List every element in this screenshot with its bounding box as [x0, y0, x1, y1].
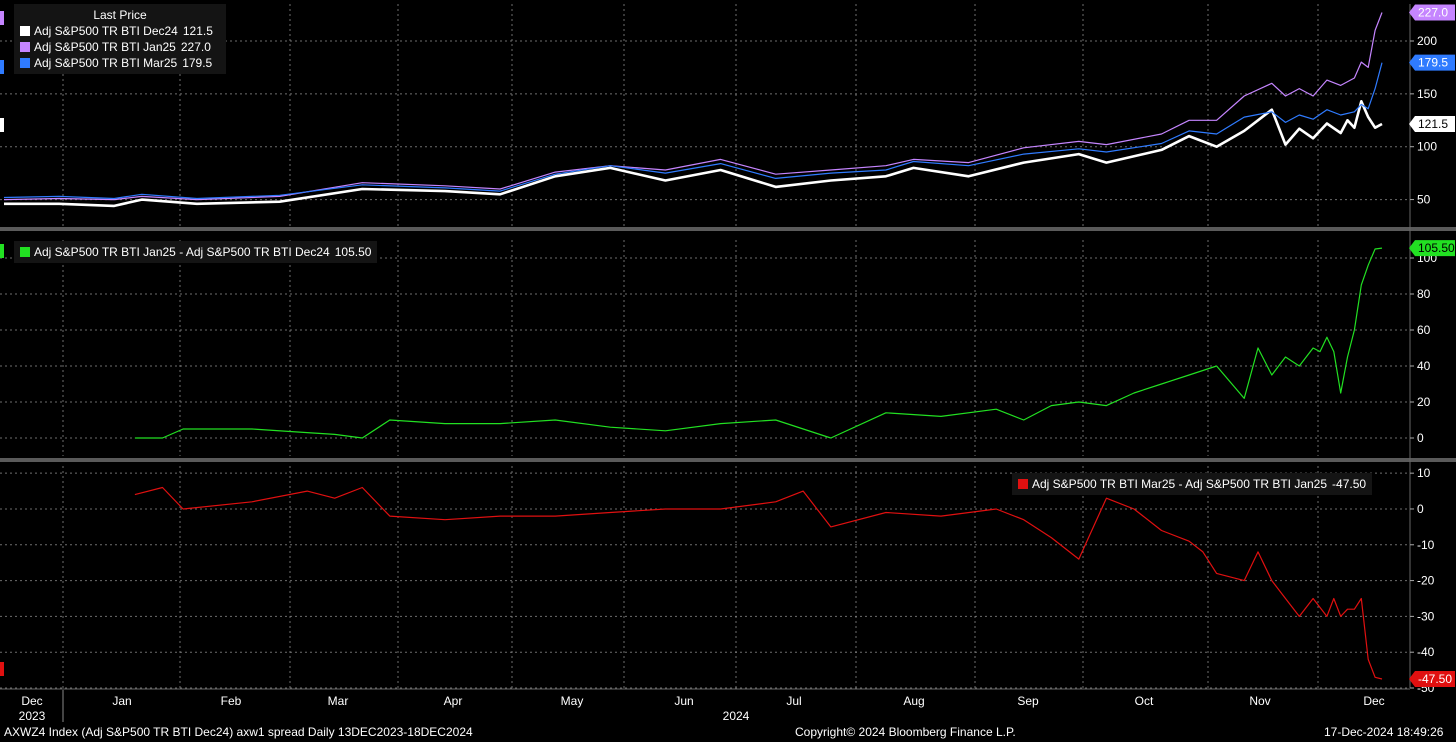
legend-value-spread-mar-jan: -47.50: [1332, 477, 1367, 491]
year-label-0: 2023: [19, 709, 46, 723]
ytick-label-0-3: 200: [1417, 34, 1437, 48]
xtick-label-7: Jul: [786, 694, 801, 708]
ytick-label-2-0: 10: [1417, 466, 1431, 480]
xtick-label-3: Mar: [328, 694, 349, 708]
ytick-label-0-1: 100: [1417, 140, 1437, 154]
legend-item-mar25: Adj S&P500 TR BTI Mar25 179.5: [20, 55, 220, 71]
legend-spread-jan-dec: Adj S&P500 TR BTI Jan25 - Adj S&P500 TR …: [14, 241, 378, 263]
xtick-label-5: May: [561, 694, 584, 708]
legend-item-spread-mar-jan: Adj S&P500 TR BTI Mar25 - Adj S&P500 TR …: [1018, 476, 1366, 492]
legend-swatch-blue: [20, 58, 30, 68]
ytick-label-2-5: -40: [1417, 645, 1435, 659]
legend-spread-mar-jan: Adj S&P500 TR BTI Mar25 - Adj S&P500 TR …: [1012, 473, 1373, 495]
footer-description: AXWZ4 Index (Adj S&P500 TR BTI Dec24) ax…: [4, 725, 473, 739]
legend-value-jan25: 227.0: [180, 40, 211, 54]
last-value-tag-0-0: [1409, 115, 1455, 132]
legend-item-jan25: Adj S&P500 TR BTI Jan25 227.0: [20, 39, 220, 55]
legend-label-spread-jan-dec: Adj S&P500 TR BTI Jan25 - Adj S&P500 TR …: [34, 245, 330, 259]
last-value-tag-2-0: [1409, 671, 1455, 688]
last-value-label-0-0: 121.5: [1418, 117, 1448, 131]
year-label-1: 2024: [723, 709, 750, 723]
legend-top: Last Price Adj S&P500 TR BTI Dec24 121.5…: [14, 4, 226, 74]
xtick-label-9: Sep: [1017, 694, 1039, 708]
last-value-label-0-1: 227.0: [1418, 5, 1448, 19]
left-marker-red: [0, 662, 4, 676]
ytick-label-0-0: 50: [1417, 193, 1431, 207]
xtick-label-8: Aug: [903, 694, 924, 708]
legend-swatch-white: [20, 26, 30, 36]
ytick-label-2-1: 0: [1417, 502, 1424, 516]
ytick-label-1-0: 0: [1417, 431, 1424, 445]
legend-label-dec24: Adj S&P500 TR BTI Dec24: [34, 24, 178, 38]
series-line-0-0: [4, 100, 1383, 208]
xtick-label-2: Feb: [221, 694, 242, 708]
xtick-label-11: Nov: [1249, 694, 1270, 708]
legend-label-spread-mar-jan: Adj S&P500 TR BTI Mar25 - Adj S&P500 TR …: [1032, 477, 1328, 491]
ytick-label-0-2: 150: [1417, 87, 1437, 101]
legend-label-mar25: Adj S&P500 TR BTI Mar25: [34, 56, 178, 70]
legend-swatch-red: [1018, 479, 1028, 489]
left-marker-white: [0, 118, 4, 132]
legend-value-dec24: 121.5: [182, 24, 213, 38]
legend-item-spread-jan-dec: Adj S&P500 TR BTI Jan25 - Adj S&P500 TR …: [20, 244, 371, 260]
xtick-label-6: Jun: [674, 694, 693, 708]
ytick-label-2-4: -30: [1417, 609, 1435, 623]
xtick-label-12: Dec: [1363, 694, 1384, 708]
xtick-label-10: Oct: [1135, 694, 1154, 708]
legend-title: Last Price: [93, 8, 147, 22]
last-value-tag-0-1: [1409, 4, 1455, 21]
left-marker-blue: [0, 60, 4, 74]
xtick-label-0: Dec: [21, 694, 42, 708]
legend-value-mar25: 179.5: [182, 56, 213, 70]
left-marker-green: [0, 244, 4, 258]
left-marker-purple: [0, 11, 4, 25]
ytick-label-1-2: 40: [1417, 359, 1431, 373]
series-line-0-1: [3, 12, 1383, 201]
ytick-label-2-2: -10: [1417, 538, 1435, 552]
ytick-label-2-3: -20: [1417, 574, 1435, 588]
xtick-label-4: Apr: [444, 694, 463, 708]
legend-label-jan25: Adj S&P500 TR BTI Jan25: [34, 40, 176, 54]
last-value-tag-0-2: [1409, 54, 1455, 71]
series-line-0-2: [3, 62, 1383, 200]
panel-divider-2: [0, 458, 1456, 462]
ytick-label-1-3: 60: [1417, 323, 1431, 337]
last-value-label-2-0: -47.50: [1418, 672, 1452, 686]
series-line-2-0: [134, 486, 1383, 680]
legend-swatch-green: [20, 247, 30, 257]
xtick-label-1: Jan: [112, 694, 131, 708]
last-value-label-1-0: 105.50: [1418, 241, 1455, 255]
ytick-label-1-4: 80: [1417, 287, 1431, 301]
panel-divider-1: [0, 227, 1456, 231]
last-value-tag-1-0: [1409, 240, 1455, 257]
footer-copyright: Copyright© 2024 Bloomberg Finance L.P.: [795, 725, 1016, 739]
legend-value-spread-jan-dec: 105.50: [334, 245, 372, 259]
ytick-label-1-1: 20: [1417, 395, 1431, 409]
series-line-1-0: [134, 247, 1383, 439]
last-value-label-0-2: 179.5: [1418, 56, 1448, 70]
footer-timestamp: 17-Dec-2024 18:49:26: [1324, 725, 1444, 739]
legend-swatch-purple: [20, 42, 30, 52]
legend-item-dec24: Adj S&P500 TR BTI Dec24 121.5: [20, 23, 220, 39]
